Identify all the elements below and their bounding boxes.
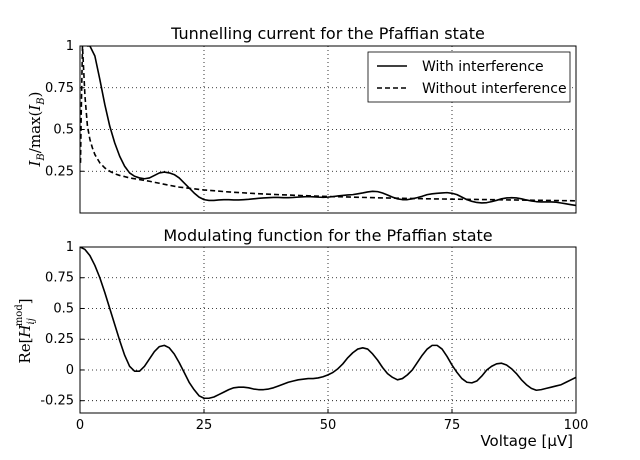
bottom-chart-x-tick-label: 25: [196, 418, 213, 433]
bottom-chart-x-tick-label: 100: [564, 418, 589, 433]
bottom-chart-y-tick-label: -0.25: [40, 394, 74, 409]
top-chart-panel: 1 0.75 0.5 0.25: [45, 39, 577, 214]
top-chart-y-tick-label: 0.75: [45, 81, 74, 96]
top-chart-y-label: IB/max(IB): [26, 92, 47, 168]
svg-text:Re[Hijmod]: Re[Hijmod]: [14, 298, 37, 363]
svg-text:IB/max(IB): IB/max(IB): [26, 92, 47, 168]
top-chart-y-tick-label: 1: [66, 39, 74, 54]
bottom-chart-title: Modulating function for the Pfaffian sta…: [163, 226, 492, 245]
bottom-chart-x-tick-label: 75: [444, 418, 461, 433]
bottom-chart-panel: 10.750.50.250-0.250 25 50 75 100: [40, 240, 588, 433]
bottom-chart-x-tick-label: 50: [320, 418, 337, 433]
bottom-chart-y-tick-label: 0.5: [53, 301, 74, 316]
top-chart-legend: With interference Without interference: [367, 51, 571, 103]
top-chart-legend-label: Without interference: [422, 81, 567, 97]
bottom-chart-series-line-0: [80, 247, 576, 400]
bottom-chart-x-tick-label: 0: [76, 418, 84, 433]
top-chart-y-tick-label: 0.25: [45, 164, 74, 179]
bottom-chart-x-label: Voltage [μV]: [480, 432, 573, 450]
bottom-chart-y-tick-label: 0.25: [45, 332, 74, 347]
bottom-chart-y-label: Re[Hijmod]: [14, 298, 37, 363]
top-chart-legend-box: [367, 51, 571, 103]
top-chart-series-line-1: [80, 46, 576, 202]
top-chart-y-tick-label: 0.5: [53, 123, 74, 138]
top-chart-title: Tunnelling current for the Pfaffian stat…: [170, 24, 485, 43]
bottom-chart-y-tick-label: 0: [66, 363, 74, 378]
top-chart-legend-label: With interference: [422, 59, 544, 75]
bottom-chart-y-tick-label: 0.75: [45, 271, 74, 286]
bottom-chart-y-tick-label: 1: [66, 240, 74, 255]
